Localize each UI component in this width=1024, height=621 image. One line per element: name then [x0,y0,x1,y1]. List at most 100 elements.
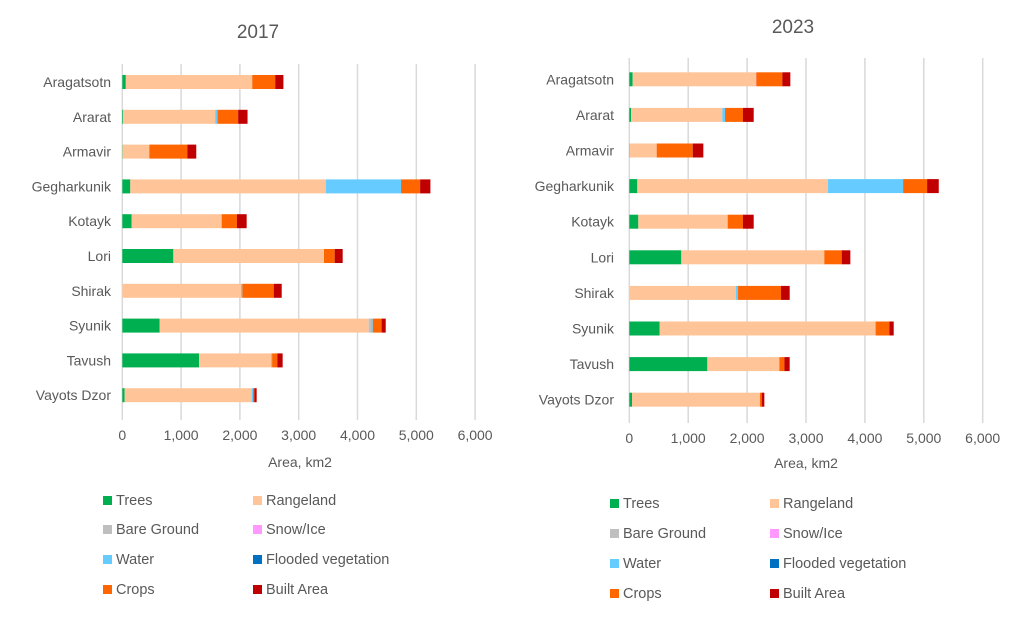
bar-segment-crops [242,283,274,298]
x-tick-label: 2,000 [222,427,257,443]
category-label: Tavush [570,356,614,372]
bar-segment-crops [372,318,382,333]
bar-segment-rangeland [123,109,216,124]
legend-swatch [610,589,619,598]
legend-label: Snow/Ice [783,526,843,542]
legend-label: Crops [623,586,662,602]
bar-segment-trees [629,72,633,87]
bar-segment-crops [903,179,928,194]
bar-segment-built-area [742,107,754,122]
legend-swatch [610,529,619,538]
bar-segment-water [875,321,877,336]
chart-title: 2017 [237,22,279,43]
bar-segment-built-area [784,357,790,372]
bar-segment-rangeland [173,249,324,263]
bar-segment-built-area [236,214,247,229]
legend-label: Crops [116,582,155,598]
x-tick-label: 0 [118,427,126,443]
bar-segment-rangeland [632,72,756,87]
bar-segment-built-area [238,109,248,124]
category-label: Armavir [63,144,112,160]
legend-label: Built Area [266,582,329,598]
legend-label: Rangeland [783,496,853,512]
legend-label: Trees [623,496,660,512]
bar-segment-crops [759,392,762,407]
bar-segment-built-area [254,388,257,403]
x-tick-label: 5,000 [399,427,434,443]
bar-segment-water [722,107,726,122]
legend-label: Bare Ground [623,526,706,542]
legend-label: Bare Ground [116,522,199,538]
bar-segment-rangeland [637,179,829,194]
bar-segment-water [325,179,402,194]
legend-swatch [253,585,262,594]
category-label: Lori [88,248,111,264]
x-tick-label: 6,000 [965,430,1000,446]
bar-segment-built-area [187,144,197,159]
x-tick-label: 6,000 [458,427,493,443]
x-axis-label: Area, km2 [774,455,838,471]
bar-segment-trees [629,321,660,336]
legend-swatch [103,525,112,534]
bar-segment-rangeland [632,392,760,407]
bar-segment-snow-ice [735,285,736,300]
bar-segment-bare-ground [368,318,372,333]
bar-segment-water [828,179,904,194]
x-tick-label: 3,000 [788,430,823,446]
bar-segment-rangeland [125,75,253,89]
legend-label: Water [623,556,661,572]
bar-segment-rangeland [629,143,657,158]
chart-title: 2023 [772,17,814,38]
bar-segment-trees [629,392,633,407]
bar-segment-crops [253,388,255,403]
bar-segment-crops [217,109,239,124]
bar-segment-crops [149,144,188,159]
category-label: Ararat [576,107,614,123]
bar-segment-crops [876,321,890,336]
bar-segment-trees [629,107,632,122]
x-tick-label: 1,000 [671,430,706,446]
legend-swatch [103,555,112,564]
bar-segment-water [735,285,739,300]
legend-label: Water [116,552,154,568]
bar-segment-rangeland [681,250,825,265]
bar-segment-water [271,353,273,368]
bar-segment-trees [122,214,132,229]
bar-segment-water [215,109,218,124]
bar-segment-trees [122,75,126,89]
category-label: Syunik [572,321,615,337]
legend-label: Flooded vegetation [266,552,389,568]
bar-segment-water [241,283,243,298]
bar-segment-built-area [889,321,894,336]
category-label: Shirak [71,283,112,299]
bar-segment-built-area [334,249,343,263]
category-label: Tavush [67,352,111,368]
legend-swatch [253,555,262,564]
bar-segment-built-area [381,318,386,333]
bar-segment-built-area [742,214,754,229]
legend-label: Flooded vegetation [783,556,906,572]
bar-segment-trees [629,250,682,265]
bar-segment-rangeland [131,214,222,229]
bar-segment-built-area [782,72,791,87]
legend-swatch [770,559,779,568]
x-tick-label: 4,000 [340,427,375,443]
legend-swatch [770,499,779,508]
bar-segment-built-area [927,179,939,194]
bar-segment-crops [323,249,335,263]
bar-segment-trees [122,179,131,194]
bar-segment-trees [629,214,639,229]
bar-segment-built-area [273,283,282,298]
legend-label: Snow/Ice [266,522,326,538]
bar-segment-water [371,318,373,333]
bar-segment-trees [122,249,174,263]
x-tick-label: 1,000 [164,427,199,443]
category-label: Armavir [566,143,615,159]
legend-swatch [253,525,262,534]
x-tick-label: 3,000 [281,427,316,443]
category-label: Vayots Dzor [36,387,112,403]
bar-segment-rangeland [122,283,242,298]
bar-segment-crops [401,179,421,194]
legend-swatch [770,589,779,598]
